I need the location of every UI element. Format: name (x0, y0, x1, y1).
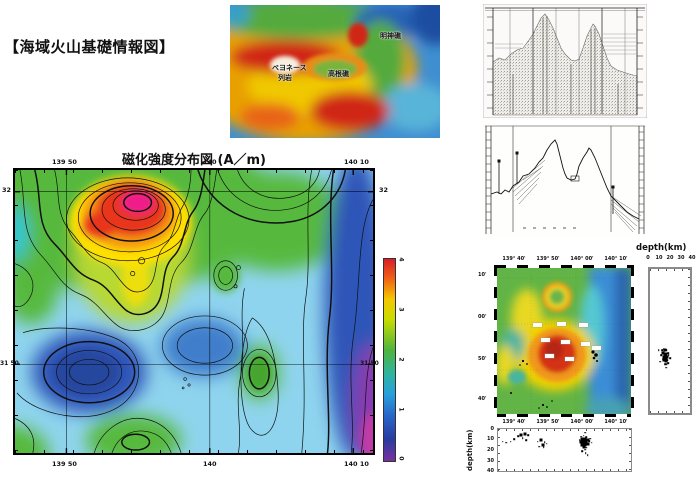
map-right-minor-ticks (370, 170, 373, 453)
hypo-lon-bottom-2: 139° 50' (536, 419, 560, 425)
colorbar-tick-1: 1 (397, 407, 405, 412)
bottom-panel-ylabel: depth(km) (466, 429, 474, 471)
ytick-20: 20 (487, 447, 494, 453)
seismic-profile-raw (482, 3, 648, 119)
colorbar-tick-3: 3 (397, 307, 405, 312)
map-top-minor-ticks (15, 170, 373, 173)
map-annotation-box (579, 323, 588, 327)
label-bayonnaise-1: ベヨネース (272, 64, 307, 72)
bathymetric-relief-map: 明神礁 ベヨネース 列岩 高根礁 (230, 5, 440, 138)
mag-axis-bottom-1: 139 50 (52, 460, 77, 468)
seismic-profile-interpretation (483, 124, 647, 236)
seismic-profile-raw-image (482, 3, 648, 119)
depth-tick-40: 40 (688, 255, 696, 261)
map-annotation-box (533, 323, 542, 327)
mag-axis-right-2: 31 50 (360, 360, 379, 367)
map-bottom-minor-ticks (15, 450, 373, 453)
colorbar-tick-0: 0 (397, 456, 405, 461)
hypocenter-scatter-bottom (498, 429, 631, 471)
panel-ticks (650, 269, 690, 271)
seismic-profile-interpretation-image (483, 124, 647, 236)
hypo-lat-2: 00' (478, 314, 487, 320)
depth-panel-tick-labels: 0 10 20 30 40 (646, 255, 696, 262)
map-left-minor-ticks (15, 170, 18, 453)
magnetic-map-title: 磁化強度分布図 (A／m) (121, 153, 267, 168)
depth-tick-30: 30 (677, 255, 685, 261)
map-annotation-box (565, 357, 574, 361)
panel-ticks (498, 429, 500, 471)
map-frame-left (494, 265, 497, 417)
mag-axis-bottom-2: 140 (203, 460, 217, 468)
bottom-panel-ytick-labels: 0 10 20 30 40 (483, 426, 494, 474)
depth-vs-longitude-panel (497, 428, 632, 472)
depth-tick-0: 0 (646, 255, 650, 261)
hypo-lon-bottom-4: 140° 10' (604, 419, 628, 425)
mag-axis-bottom-3: 140 10 (344, 460, 369, 468)
ytick-0: 0 (490, 426, 494, 432)
hypocenter-bathymetric-map (495, 267, 632, 421)
mag-axis-left-1: 32 (2, 186, 12, 194)
depth-tick-10: 10 (655, 255, 663, 261)
mag-axis-left-2: 31 50 (0, 360, 19, 367)
mag-axis-top-3: 140 10 (344, 158, 369, 166)
magnetization-contour-image (15, 170, 373, 453)
panel-ticks (498, 429, 631, 431)
magnetization-contour-map (13, 168, 375, 455)
panel-ticks (650, 411, 690, 413)
hypo-lat-1: 10' (478, 272, 487, 278)
ytick-40: 40 (487, 468, 494, 474)
hypo-lon-top-2: 139° 50' (536, 256, 560, 262)
map-annotation-box (541, 338, 550, 342)
mag-axis-top-2: 140 (203, 158, 217, 166)
map-annotation-box (545, 354, 554, 358)
relief-map-image (230, 5, 440, 138)
hypo-lat-4: 40' (478, 396, 487, 402)
map-annotation-box (561, 340, 570, 344)
mag-axis-top-1: 139 50 (52, 158, 77, 166)
hypo-lat-3: 50' (478, 356, 487, 362)
panel-ticks (498, 469, 631, 471)
magnetization-colorbar (383, 258, 396, 462)
hypocenter-scatter-right (650, 269, 690, 413)
hypo-lon-bottom-1: 139° 40' (502, 419, 526, 425)
label-takanesho: 高根礁 (328, 70, 349, 78)
map-frame-right (631, 265, 634, 417)
map-annotation-box (581, 342, 590, 346)
map-frame-top (495, 265, 634, 268)
page-title: 【海域火山基礎情報図】 (4, 38, 175, 56)
colorbar-tick-4: 4 (397, 257, 405, 262)
ytick-10: 10 (487, 436, 494, 442)
ytick-30: 30 (487, 458, 494, 464)
hypo-lon-top-4: 140° 10' (604, 256, 628, 262)
map-annotation-box (557, 322, 566, 326)
depth-tick-20: 20 (666, 255, 674, 261)
panel-ticks (629, 429, 631, 471)
depth-vs-latitude-panel (648, 267, 692, 415)
hypocenter-map-image (495, 267, 632, 421)
label-myojinsho: 明神礁 (380, 32, 401, 40)
hypo-lon-bottom-3: 140° 00' (570, 419, 594, 425)
map-annotation-box (592, 346, 601, 350)
depth-panel-title: depth(km) (636, 243, 687, 253)
hypo-lon-top-1: 139° 40' (502, 256, 526, 262)
map-frame-bottom (495, 414, 634, 417)
panel-ticks (688, 269, 690, 413)
hypo-lon-top-3: 140° 00' (570, 256, 594, 262)
mag-axis-right-1: 32 (379, 186, 389, 194)
colorbar-tick-2: 2 (397, 357, 405, 362)
label-bayonnaise-2: 列岩 (278, 74, 292, 82)
